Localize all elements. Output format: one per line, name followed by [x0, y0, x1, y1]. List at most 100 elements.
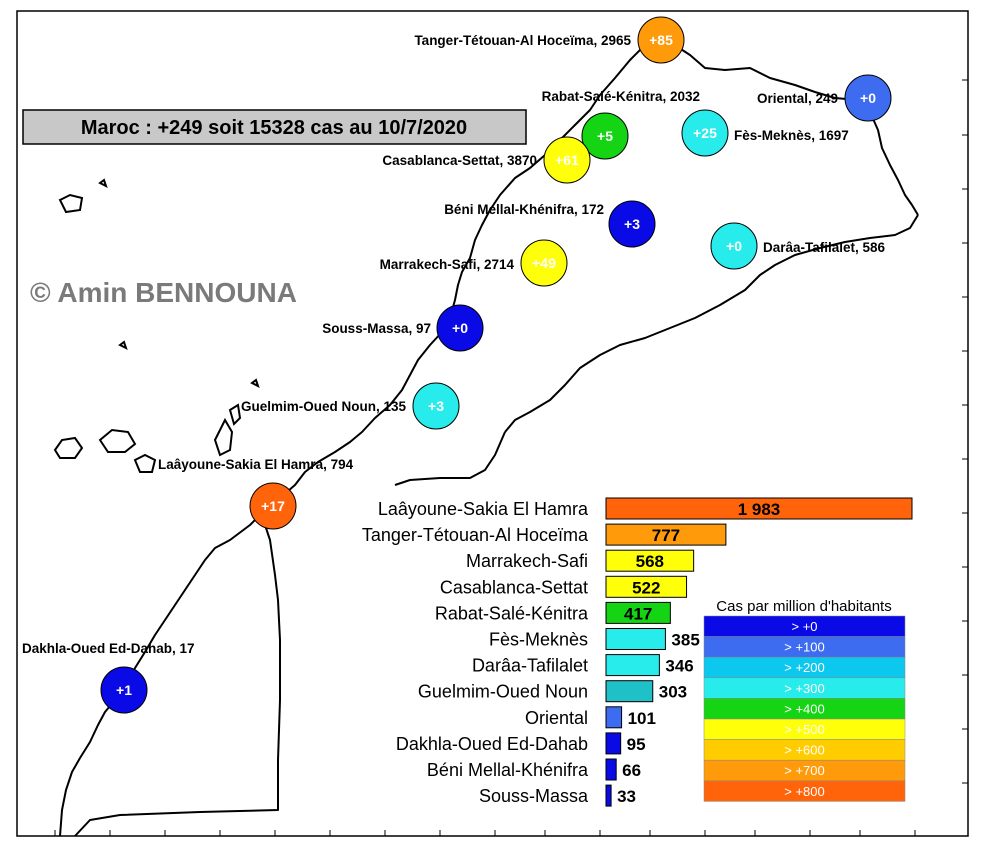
region-circle	[637, 16, 685, 64]
region-marker-casablanca-settat: +61 Casablanca-Settat, 3870	[382, 136, 591, 184]
bar-category-label: Guelmim-Oued Noun	[418, 682, 588, 702]
region-name-label: Fès-Meknès, 1697	[734, 128, 849, 143]
region-delta-label: +25	[693, 125, 717, 141]
region-name-label: Oriental, 249	[757, 91, 838, 106]
region-circle	[436, 304, 484, 352]
region-delta-label: +0	[452, 320, 468, 336]
bar-category-label: Oriental	[525, 708, 588, 728]
bar-category-label: Souss-Massa	[479, 786, 589, 806]
bar	[605, 654, 660, 677]
region-marker-tanger-tetouan-al-hoceima: +85 Tanger-Tétouan-Al Hoceïma, 2965	[414, 16, 685, 64]
chart-frame	[16, 10, 969, 837]
region-circle	[520, 239, 568, 287]
region-marker-guelmim-oued-noun: +3 Guelmim-Oued Noun, 135	[241, 382, 460, 430]
frame-ticks	[54, 79, 968, 836]
bar	[605, 758, 617, 781]
bar-category-label: Laâyoune-Sakia El Hamra	[378, 499, 589, 519]
bar-category-label: Tanger-Tétouan-Al Hoceïma	[362, 525, 589, 545]
bar-value-label: 95	[627, 735, 646, 754]
region-delta-label: +0	[726, 238, 742, 254]
region-marker-souss-massa: +0 Souss-Massa, 97	[322, 304, 484, 352]
region-marker-beni-mellal-khenifra: +3 Béni Mellal-Khénifra, 172	[444, 200, 656, 248]
bar	[605, 601, 671, 624]
region-delta-label: +5	[597, 128, 613, 144]
canary-islands	[53, 403, 242, 473]
region-delta-label: +61	[555, 152, 579, 168]
region-name-label: Darâa-Tafilalet, 586	[763, 240, 886, 255]
region-name-label: Casablanca-Settat, 3870	[382, 153, 537, 168]
bar-value-label: 303	[659, 683, 687, 702]
bar-category-label: Marrakech-Safi	[466, 551, 588, 571]
legend-item-label: > +300	[784, 681, 825, 696]
legend-item-label: > +200	[784, 660, 825, 675]
region-marker-rabat-sale-kenitra: +5 Rabat-Salé-Kénitra, 2032	[542, 89, 700, 160]
region-delta-label: +85	[649, 32, 673, 48]
chart-title: Maroc : +249 soit 15328 cas au 10/7/2020	[81, 117, 467, 139]
region-name-label: Laâyoune-Sakia El Hamra, 794	[158, 457, 354, 472]
bar	[605, 523, 727, 546]
legend-item-label: > +0	[791, 619, 817, 634]
small-islands	[118, 340, 260, 388]
legend-item-label: > +500	[784, 722, 825, 737]
region-marker-marrakech-safi: +49 Marrakech-Safi, 2714	[380, 239, 568, 287]
region-circle	[100, 666, 148, 714]
region-name-label: Tanger-Tétouan-Al Hoceïma, 2965	[414, 33, 631, 48]
region-circle	[710, 222, 758, 270]
bar-value-label: 66	[622, 761, 641, 780]
legend-item-label: > +400	[784, 701, 825, 716]
region-circle	[581, 112, 629, 160]
bar-category-label: Béni Mellal-Khénifra	[427, 760, 589, 780]
eastern-border	[504, 214, 919, 433]
bar	[605, 784, 612, 807]
watermark-text: © Amin BENNOUNA	[30, 277, 297, 308]
bar-value-label: 33	[617, 787, 636, 806]
bar-value-label: 1 983	[738, 500, 781, 519]
bar	[605, 732, 622, 755]
legend-item-label: > +800	[784, 784, 825, 799]
region-name-label: Béni Mellal-Khénifra, 172	[444, 202, 604, 217]
bar	[605, 680, 654, 703]
bar-category-label: Casablanca-Settat	[440, 577, 588, 597]
bar-value-label: 101	[628, 709, 656, 728]
bar-value-label: 385	[671, 631, 699, 650]
region-delta-label: +3	[624, 216, 640, 232]
bar	[605, 549, 695, 572]
title-box: Maroc : +249 soit 15328 cas au 10/7/2020	[22, 109, 527, 145]
title-background	[22, 109, 527, 145]
bar	[605, 706, 623, 729]
region-circle	[543, 136, 591, 184]
region-markers: +85 Tanger-Tétouan-Al Hoceïma, 2965 +5 Raba…	[22, 16, 892, 714]
map-outline	[53, 34, 919, 837]
region-marker-laayoune-sakia-el-hamra: +17 Laâyoune-Sakia El Hamra, 794	[158, 457, 354, 530]
bar-value-label: 522	[632, 578, 660, 597]
region-circle	[681, 109, 729, 157]
bar-value-label: 777	[652, 526, 680, 545]
region-marker-daraa-tafilalet: +0 Darâa-Tafilalet, 586	[710, 222, 886, 270]
region-delta-label: +17	[261, 498, 285, 514]
bar-chart: Laâyoune-Sakia El Hamra 1 983 Tanger-Tétou…	[362, 497, 913, 807]
region-circle	[412, 382, 460, 430]
region-name-label: Guelmim-Oued Noun, 135	[241, 399, 407, 414]
region-circle	[608, 200, 656, 248]
bar	[605, 628, 666, 650]
bar	[605, 575, 688, 598]
legend-title: Cas par million d'habitants	[716, 598, 891, 615]
legend-item-label: > +600	[784, 743, 825, 758]
legend-swatch	[703, 780, 906, 802]
madeira-islands	[58, 178, 108, 214]
region-circle	[249, 482, 297, 530]
region-marker-fes-meknes: +25 Fès-Meknès, 1697	[681, 109, 849, 157]
bar	[605, 497, 913, 520]
legend: Cas par million d'habitants > +0 > +100 > …	[703, 598, 906, 802]
region-delta-label: +1	[116, 682, 132, 698]
bar-category-label: Dakhla-Oued Ed-Dahab	[396, 734, 588, 754]
bar-category-label: Fès-Meknès	[489, 630, 588, 650]
region-name-label: Rabat-Salé-Kénitra, 2032	[542, 89, 700, 104]
bar-category-label: Rabat-Salé-Kénitra	[435, 603, 589, 623]
bar-value-label: 568	[636, 552, 664, 571]
southern-border	[74, 431, 506, 837]
region-name-label: Souss-Massa, 97	[322, 321, 431, 336]
legend-item-label: > +100	[784, 640, 825, 655]
